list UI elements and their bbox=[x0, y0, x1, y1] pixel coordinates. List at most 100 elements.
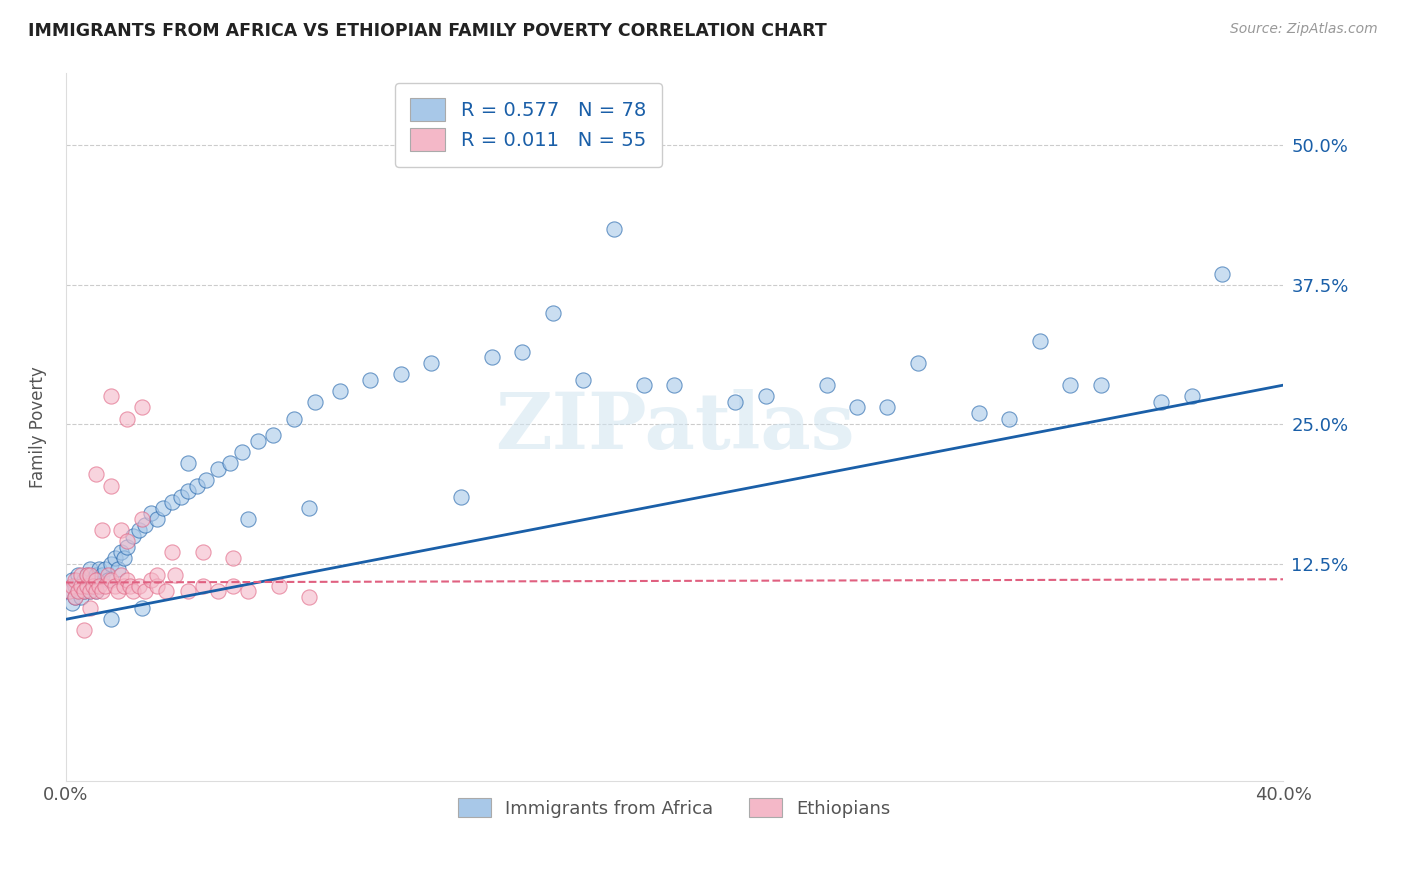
Point bbox=[110, 567, 132, 582]
Point bbox=[146, 512, 169, 526]
Point bbox=[76, 579, 98, 593]
Point bbox=[58, 584, 80, 599]
Y-axis label: Family Poverty: Family Poverty bbox=[30, 366, 46, 488]
Point bbox=[329, 384, 352, 398]
Point bbox=[131, 401, 153, 415]
Point bbox=[207, 462, 229, 476]
Point bbox=[139, 507, 162, 521]
Point bbox=[219, 456, 242, 470]
Point bbox=[112, 551, 135, 566]
Point bbox=[110, 523, 132, 537]
Point bbox=[176, 456, 198, 470]
Point bbox=[1211, 267, 1233, 281]
Point bbox=[84, 467, 107, 482]
Point bbox=[907, 356, 929, 370]
Point bbox=[115, 411, 138, 425]
Point bbox=[60, 579, 83, 593]
Point bbox=[134, 517, 156, 532]
Point bbox=[73, 584, 96, 599]
Point bbox=[63, 590, 86, 604]
Point bbox=[262, 428, 284, 442]
Point bbox=[664, 378, 686, 392]
Text: ZIPatlas: ZIPatlas bbox=[495, 389, 855, 465]
Point bbox=[79, 584, 101, 599]
Point bbox=[298, 590, 321, 604]
Point bbox=[420, 356, 443, 370]
Point bbox=[176, 484, 198, 499]
Point bbox=[846, 401, 869, 415]
Point bbox=[967, 406, 990, 420]
Point bbox=[162, 545, 184, 559]
Point bbox=[100, 574, 122, 588]
Point bbox=[91, 584, 114, 599]
Point bbox=[602, 222, 624, 236]
Point bbox=[876, 401, 898, 415]
Point bbox=[94, 579, 117, 593]
Point bbox=[107, 584, 129, 599]
Point bbox=[94, 562, 117, 576]
Point bbox=[128, 523, 150, 537]
Point bbox=[110, 545, 132, 559]
Point bbox=[112, 579, 135, 593]
Point bbox=[73, 584, 96, 599]
Point bbox=[79, 567, 101, 582]
Point bbox=[107, 562, 129, 576]
Point bbox=[176, 584, 198, 599]
Point bbox=[100, 389, 122, 403]
Point bbox=[238, 584, 260, 599]
Point bbox=[170, 490, 193, 504]
Point bbox=[70, 579, 93, 593]
Point bbox=[139, 574, 162, 588]
Point bbox=[131, 512, 153, 526]
Point bbox=[1090, 378, 1112, 392]
Point bbox=[222, 579, 245, 593]
Point bbox=[162, 495, 184, 509]
Point bbox=[121, 584, 143, 599]
Point bbox=[91, 567, 114, 582]
Point bbox=[70, 590, 93, 604]
Point bbox=[63, 590, 86, 604]
Point bbox=[84, 584, 107, 599]
Point bbox=[97, 567, 120, 582]
Point bbox=[60, 574, 83, 588]
Point bbox=[82, 579, 104, 593]
Point bbox=[76, 567, 98, 582]
Point bbox=[82, 574, 104, 588]
Point bbox=[267, 579, 290, 593]
Point bbox=[84, 567, 107, 582]
Point bbox=[207, 584, 229, 599]
Point bbox=[63, 574, 86, 588]
Point bbox=[152, 500, 174, 515]
Point bbox=[91, 523, 114, 537]
Point bbox=[84, 574, 107, 588]
Point bbox=[60, 596, 83, 610]
Point bbox=[1028, 334, 1050, 348]
Point bbox=[66, 567, 89, 582]
Point bbox=[89, 562, 111, 576]
Point bbox=[304, 395, 326, 409]
Point bbox=[359, 373, 381, 387]
Point bbox=[79, 601, 101, 615]
Point bbox=[103, 579, 125, 593]
Point bbox=[481, 351, 503, 365]
Legend: Immigrants from Africa, Ethiopians: Immigrants from Africa, Ethiopians bbox=[451, 791, 898, 825]
Point bbox=[79, 562, 101, 576]
Point bbox=[100, 478, 122, 492]
Text: Source: ZipAtlas.com: Source: ZipAtlas.com bbox=[1230, 22, 1378, 37]
Point bbox=[186, 478, 208, 492]
Point bbox=[82, 579, 104, 593]
Point bbox=[115, 534, 138, 549]
Point bbox=[238, 512, 260, 526]
Point bbox=[450, 490, 472, 504]
Point bbox=[633, 378, 655, 392]
Point bbox=[191, 579, 214, 593]
Point bbox=[76, 567, 98, 582]
Point bbox=[191, 545, 214, 559]
Point bbox=[541, 306, 564, 320]
Point bbox=[134, 584, 156, 599]
Point bbox=[222, 551, 245, 566]
Point bbox=[97, 574, 120, 588]
Point bbox=[194, 473, 217, 487]
Point bbox=[755, 389, 778, 403]
Point bbox=[165, 567, 187, 582]
